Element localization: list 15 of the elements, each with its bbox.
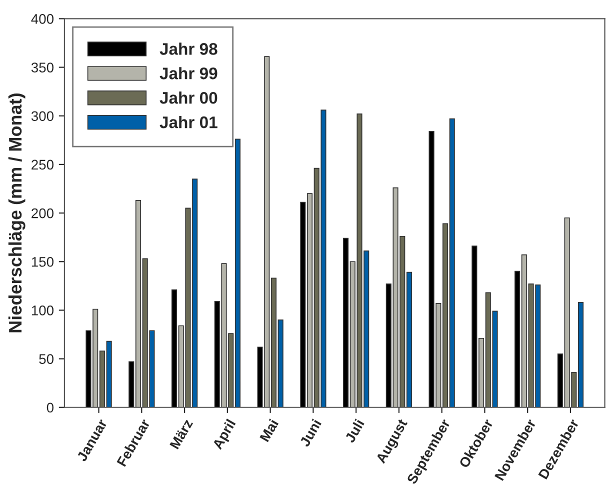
y-tick-label: 50 [39, 354, 54, 364]
y-tick-label: 150 [32, 256, 54, 267]
y-tick-label: 350 [31, 62, 54, 72]
legend-label: Jahr 99 [160, 67, 218, 80]
y-axis-title: Niederschläge (mm / Monat) [8, 94, 26, 332]
y-tick-label: 250 [32, 160, 54, 170]
y-tick-label: 300 [31, 111, 54, 122]
y-tick-label: 200 [32, 208, 54, 218]
y-tick-label: 0 [46, 402, 54, 413]
legend-label: Jahr 01 [160, 116, 218, 128]
y-tick-label: 400 [31, 14, 54, 24]
y-tick-label: 100 [32, 306, 54, 316]
legend-label: Jahr 00 [160, 92, 218, 104]
legend-label: Jahr 98 [160, 42, 218, 55]
x-tick-label: Mai [259, 418, 279, 442]
